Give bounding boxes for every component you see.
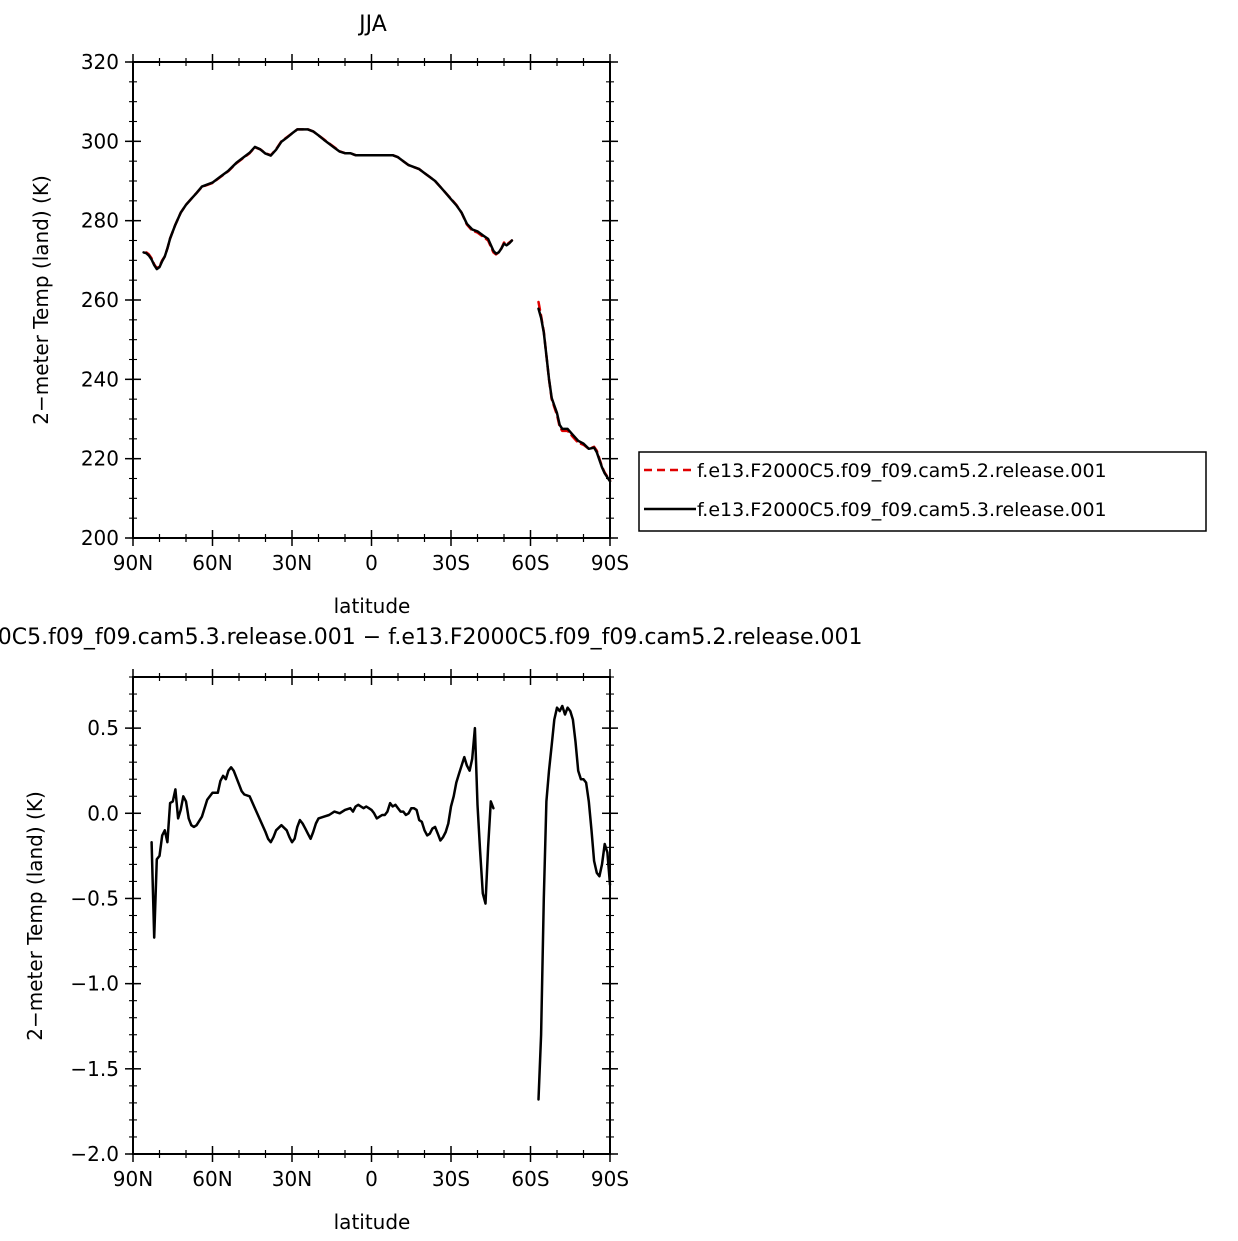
legend-entry-cam52: f.e13.F2000C5.f09_f09.cam5.2.release.001 — [697, 460, 1107, 482]
bottom-x-tick-label: 30S — [432, 1167, 470, 1191]
top-y-tick-label: 320 — [81, 50, 119, 74]
top-x-tick-label: 0 — [365, 551, 378, 575]
top-chart-ticks — [125, 54, 618, 546]
top-chart-title: JJA — [357, 12, 387, 37]
top-x-tick-label: 30N — [272, 551, 312, 575]
bottom-chart-ticks — [125, 669, 618, 1162]
top-chart-y-tick-labels: 200 220 240 260 280 300 320 — [81, 50, 119, 550]
top-chart-y-axis-label: 2−meter Temp (land) (K) — [29, 175, 53, 425]
top-series-1-segment-1 — [537, 307, 612, 483]
top-chart-plot-frame — [132, 61, 611, 539]
bottom-chart-x-axis-label: latitude — [334, 1210, 411, 1234]
bottom-x-tick-label: 60N — [192, 1167, 232, 1191]
bottom-chart-y-tick-labels: 0.5 0.0 −0.5 −1.0 −1.5 −2.0 — [70, 716, 119, 1166]
top-x-tick-label: 60N — [192, 551, 232, 575]
top-chart: JJA 90N 60N 30N 0 30S 60S 90S 200 220 240 260 280 3… — [29, 12, 1207, 618]
bottom-chart-x-tick-labels: 90N 60N 30N 0 30S 60S 90S — [113, 1167, 629, 1191]
bottom-y-tick-label: 0.0 — [87, 801, 119, 825]
top-y-tick-label: 240 — [81, 367, 119, 391]
top-y-tick-label: 300 — [81, 129, 119, 153]
bottom-series-0-segment-0 — [150, 726, 495, 939]
bottom-x-tick-label: 30N — [272, 1167, 312, 1191]
top-x-tick-label: 60S — [511, 551, 549, 575]
top-x-tick-label: 90N — [113, 551, 153, 575]
top-chart-x-axis-label: latitude — [334, 594, 411, 618]
top-y-tick-label: 280 — [81, 209, 119, 233]
bottom-y-tick-label: −1.0 — [70, 972, 119, 996]
top-x-tick-label: 90S — [591, 551, 629, 575]
top-x-tick-label: 30S — [432, 551, 470, 575]
bottom-y-tick-label: −0.5 — [70, 886, 119, 910]
bottom-x-tick-label: 60S — [511, 1167, 549, 1191]
legend-entry-cam53: f.e13.F2000C5.f09_f09.cam5.3.release.001 — [697, 499, 1107, 521]
bottom-chart-series-group — [150, 704, 612, 1101]
bottom-chart-y-axis-label: 2−meter Temp (land) (K) — [23, 791, 47, 1041]
top-y-tick-label: 220 — [81, 447, 119, 471]
top-series-0-segment-1 — [537, 300, 612, 482]
bottom-series-0-segment-1 — [537, 704, 612, 1101]
bottom-chart-title: f.e13.F2000C5.f09_f09.cam5.3.release.001… — [0, 625, 863, 650]
bottom-y-tick-label: 0.5 — [87, 716, 119, 740]
bottom-x-tick-label: 0 — [365, 1167, 378, 1191]
bottom-chart: f.e13.F2000C5.f09_f09.cam5.3.release.001… — [0, 625, 863, 1234]
legend: f.e13.F2000C5.f09_f09.cam5.2.release.001… — [638, 451, 1207, 532]
bottom-x-tick-label: 90N — [113, 1167, 153, 1191]
legend-box — [638, 451, 1207, 532]
top-y-tick-label: 260 — [81, 288, 119, 312]
bottom-x-tick-label: 90S — [591, 1167, 629, 1191]
top-chart-x-tick-labels: 90N 60N 30N 0 30S 60S 90S — [113, 551, 629, 575]
top-series-0-segment-0 — [145, 128, 514, 270]
bottom-y-tick-label: −2.0 — [70, 1142, 119, 1166]
top-y-tick-label: 200 — [81, 526, 119, 550]
top-series-1-segment-0 — [142, 128, 514, 271]
top-chart-series-group — [142, 128, 612, 483]
bottom-y-tick-label: −1.5 — [70, 1057, 119, 1081]
